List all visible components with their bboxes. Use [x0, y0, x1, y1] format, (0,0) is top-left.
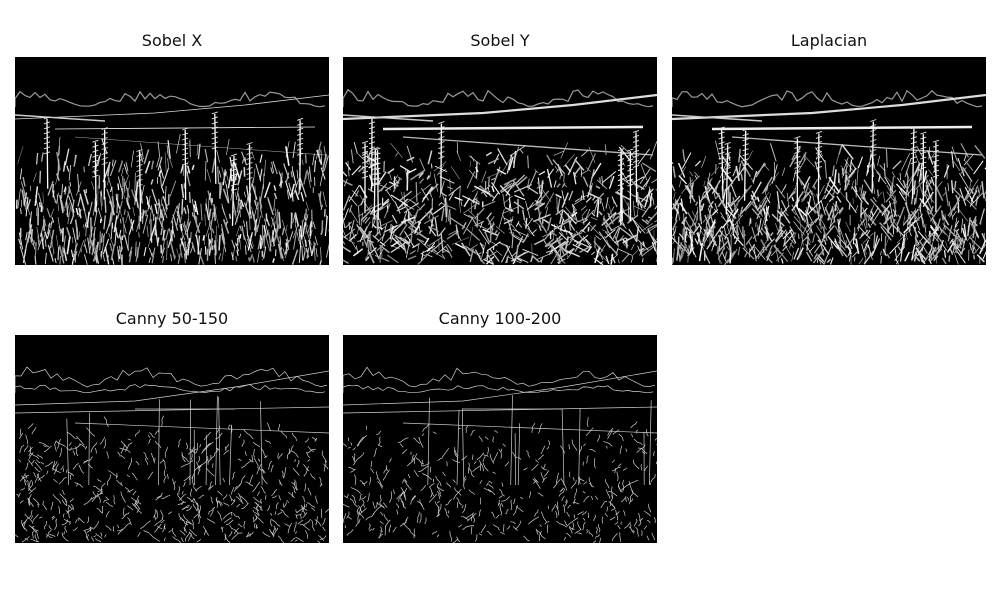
sobel-x-panel: Sobel X	[15, 31, 329, 265]
panel-title: Canny 100-200	[438, 309, 562, 328]
edge-layer	[343, 366, 657, 543]
sobel-y-image	[343, 57, 657, 265]
canny-100-200-panel: Canny 100-200	[343, 309, 657, 543]
edge-layer	[672, 89, 986, 265]
edge-layer	[15, 90, 329, 265]
laplacian-image	[672, 57, 986, 265]
edge-layer	[15, 366, 329, 543]
edge-layer	[343, 88, 657, 265]
sobel-x-image	[15, 57, 329, 265]
canny-50-150-panel: Canny 50-150	[15, 309, 329, 543]
panel-title: Canny 50-150	[115, 309, 229, 328]
panel-title: Sobel Y	[470, 31, 530, 50]
canny-50-150-image	[15, 335, 329, 543]
laplacian-panel: Laplacian	[672, 31, 986, 265]
panel-title: Sobel X	[141, 31, 203, 50]
canny-100-200-image	[343, 335, 657, 543]
sobel-y-panel: Sobel Y	[343, 31, 657, 265]
panel-title: Laplacian	[790, 31, 868, 50]
